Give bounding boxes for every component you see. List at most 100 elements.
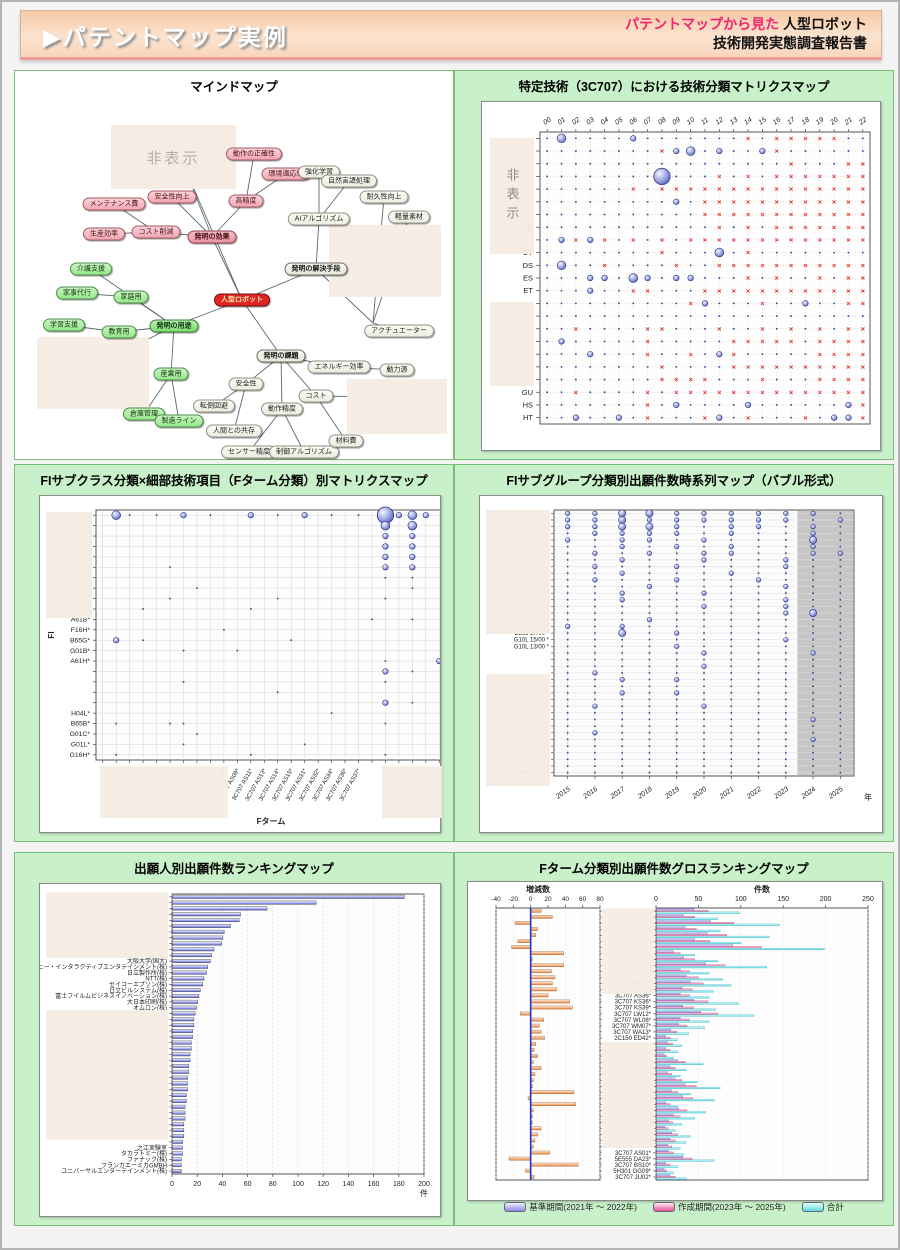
hidden-watermark — [486, 674, 550, 786]
mindmap-node-11: AIアルゴリズム — [287, 212, 351, 226]
svg-text:×: × — [818, 375, 823, 384]
svg-text:×: × — [789, 388, 794, 397]
svg-text:×: × — [732, 362, 737, 371]
svg-text:140: 140 — [343, 1181, 355, 1188]
svg-text:2023: 2023 — [772, 786, 790, 801]
svg-text:×: × — [818, 261, 823, 270]
svg-text:×: × — [846, 261, 851, 270]
svg-text:06: 06 — [628, 116, 638, 126]
svg-text:富士フイルムビジネスイノベーション(株): 富士フイルムビジネスイノベーション(株) — [55, 992, 167, 1000]
svg-text:-20: -20 — [509, 896, 519, 903]
svg-text:HT: HT — [523, 413, 533, 422]
svg-text:×: × — [732, 337, 737, 346]
legend-swatch-base-icon — [504, 1202, 527, 1212]
svg-text:×: × — [846, 362, 851, 371]
svg-text:×: × — [832, 172, 837, 181]
svg-text:17: 17 — [786, 116, 797, 127]
svg-text:×: × — [732, 261, 737, 270]
svg-text:×: × — [674, 261, 679, 270]
svg-text:3C707 AS36*: 3C707 AS36* — [615, 994, 652, 1000]
svg-text:B65G*: B65G* — [70, 637, 90, 644]
hidden-watermark — [382, 766, 442, 818]
svg-text:3C707 JU02*: 3C707 JU02* — [615, 1175, 651, 1181]
svg-text:F16H*: F16H* — [71, 627, 91, 634]
svg-text:H04L*: H04L* — [71, 710, 90, 717]
svg-text:×: × — [846, 350, 851, 359]
svg-text:3C707 WM07*: 3C707 WM07* — [612, 1024, 652, 1030]
svg-text:×: × — [674, 185, 679, 194]
svg-text:年: 年 — [864, 792, 872, 802]
svg-text:×: × — [703, 375, 708, 384]
svg-text:×: × — [861, 185, 866, 194]
svg-text:15: 15 — [758, 116, 768, 126]
mindmap-node-12: 耐久性向上 — [359, 190, 409, 204]
svg-text:日立ビルシステム(株): 日立ビルシステム(株) — [109, 986, 167, 994]
svg-text:×: × — [803, 185, 808, 194]
mindmap-node-7: コスト削減 — [131, 225, 181, 239]
svg-text:G16H*: G16H* — [70, 752, 91, 759]
mindmap-node-26: 転倒回避 — [193, 399, 235, 413]
svg-text:×: × — [775, 286, 780, 295]
svg-text:×: × — [818, 388, 823, 397]
svg-text:2C150 ED42*: 2C150 ED42* — [614, 1036, 651, 1042]
legend-swatch-total-icon — [801, 1202, 824, 1212]
legend-swatch-recent-icon — [652, 1202, 675, 1212]
svg-text:×: × — [775, 197, 780, 206]
svg-text:×: × — [832, 236, 837, 245]
mindmap-node-27: 人間との共存 — [206, 424, 262, 438]
svg-text:×: × — [602, 236, 607, 245]
hidden-watermark — [37, 337, 149, 409]
hidden-watermark — [602, 1042, 654, 1148]
svg-text:×: × — [846, 197, 851, 206]
legend-label-recent: 作成期間(2023年 ～ 2025年) — [677, 1202, 786, 1212]
svg-text:-40: -40 — [491, 896, 501, 903]
svg-text:×: × — [832, 388, 837, 397]
mindmap-node-23: 製造ライン — [154, 414, 204, 428]
svg-text:G01B*: G01B* — [70, 648, 90, 655]
svg-text:40: 40 — [219, 1181, 227, 1188]
matrix-3c707-chart: 00 01 02 03 04 05 06 07 08 09 10 11 12 13 14 15 16 17 18 19… — [481, 101, 881, 451]
matrix-3c707-title: 特定技術（3C707）における技術分類マトリクスマップ — [518, 80, 830, 94]
svg-text:×: × — [760, 236, 765, 245]
svg-text:0: 0 — [170, 1181, 174, 1188]
svg-text:×: × — [746, 413, 751, 422]
svg-text:12: 12 — [714, 116, 724, 126]
svg-text:×: × — [574, 236, 579, 245]
svg-text:2024: 2024 — [800, 786, 818, 801]
svg-text:×: × — [789, 261, 794, 270]
hidden-watermark — [329, 225, 441, 297]
svg-text:×: × — [660, 147, 665, 156]
svg-text:日立製作所(株): 日立製作所(株) — [127, 969, 167, 977]
svg-text:2020: 2020 — [691, 786, 709, 801]
svg-text:2017: 2017 — [609, 785, 627, 801]
mindmap-node-5: 高精度 — [228, 194, 264, 208]
svg-text:×: × — [717, 223, 722, 232]
svg-text:×: × — [760, 362, 765, 371]
svg-text:01: 01 — [557, 116, 567, 126]
svg-text:オムロン(株): オムロン(株) — [133, 1004, 167, 1012]
svg-text:×: × — [846, 388, 851, 397]
svg-text:×: × — [803, 223, 808, 232]
svg-text:×: × — [746, 236, 751, 245]
svg-text:2018: 2018 — [636, 786, 654, 801]
svg-text:NTT(株): NTT(株) — [145, 975, 167, 983]
svg-text:G10L 15/00 *: G10L 15/00 * — [514, 638, 550, 644]
svg-text:B65B*: B65B* — [71, 721, 91, 728]
svg-text:13: 13 — [729, 116, 739, 126]
svg-text:ES: ES — [523, 274, 533, 283]
svg-text:×: × — [861, 274, 866, 283]
svg-text:0: 0 — [654, 896, 658, 903]
svg-text:22: 22 — [857, 116, 868, 127]
svg-text:×: × — [818, 324, 823, 333]
mindmap-node-19: 教育用 — [101, 325, 137, 339]
svg-text:×: × — [746, 172, 751, 181]
svg-text:09: 09 — [671, 116, 681, 126]
svg-text:G01C*: G01C* — [70, 731, 91, 738]
mindmap-node-35: アクチュエーター — [364, 324, 434, 338]
svg-text:×: × — [861, 223, 866, 232]
svg-text:×: × — [861, 388, 866, 397]
svg-text:×: × — [688, 375, 693, 384]
svg-text:×: × — [818, 286, 823, 295]
svg-text:250: 250 — [862, 896, 874, 903]
svg-text:×: × — [746, 134, 751, 143]
